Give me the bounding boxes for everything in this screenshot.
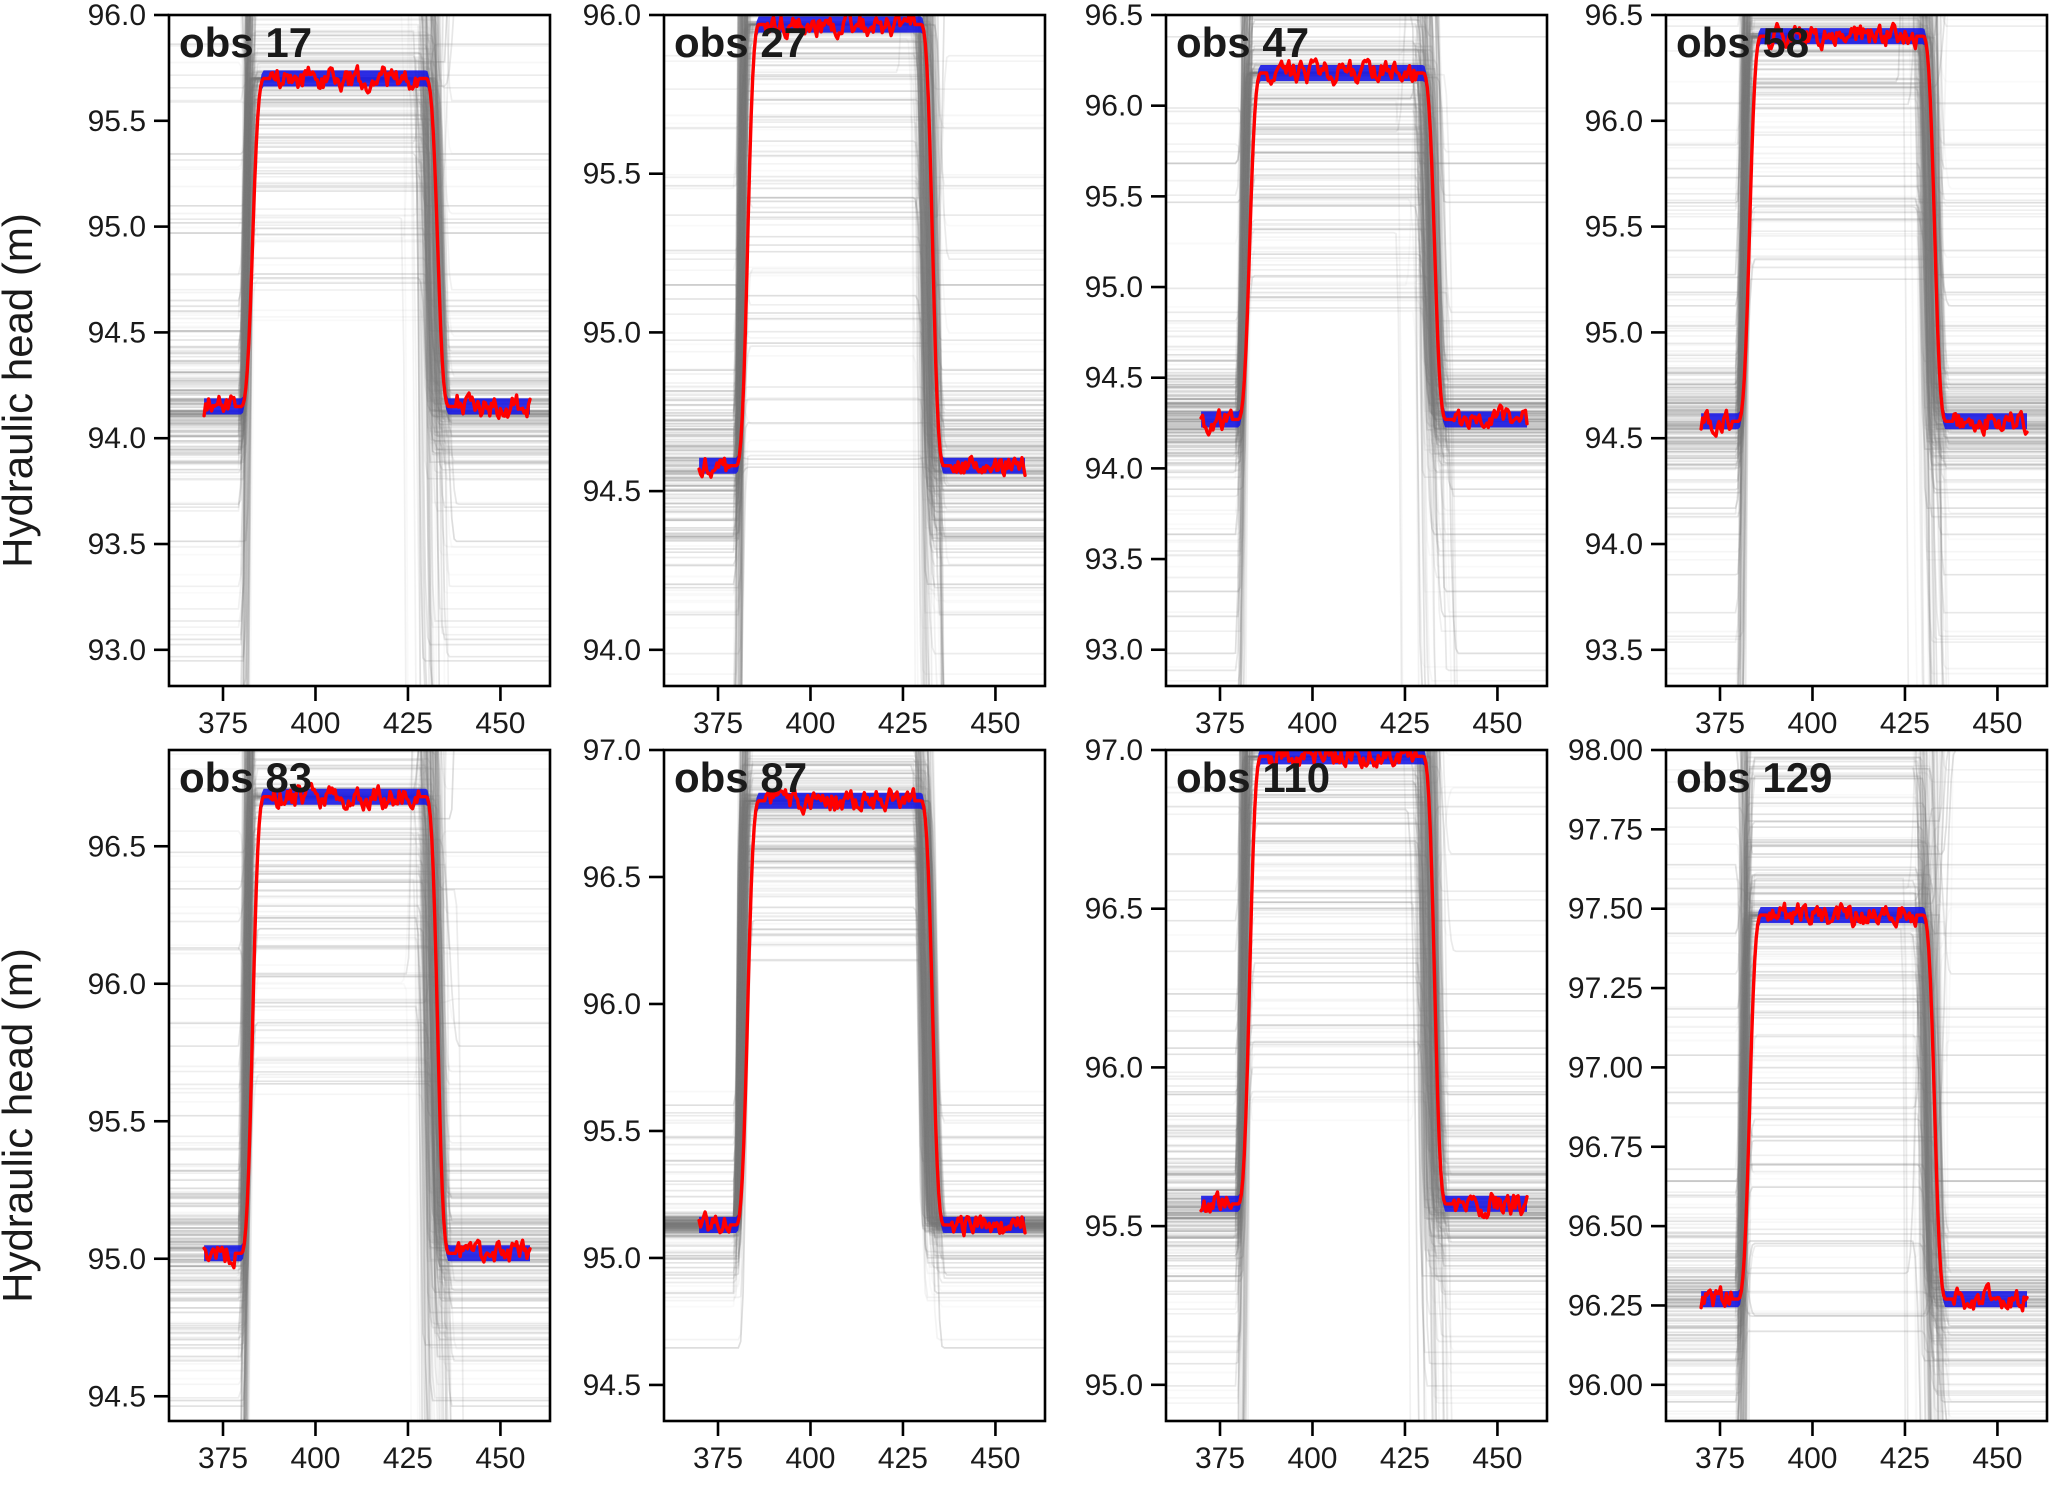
svg-text:97.0: 97.0 (583, 734, 641, 767)
svg-text:94.0: 94.0 (1585, 528, 1643, 561)
svg-text:450: 450 (1972, 1442, 2022, 1475)
svg-text:375: 375 (693, 707, 743, 740)
svg-text:450: 450 (970, 707, 1020, 740)
svg-text:95.0: 95.0 (583, 316, 641, 349)
svg-text:95.0: 95.0 (88, 1243, 146, 1276)
svg-text:96.0: 96.0 (1585, 105, 1643, 138)
svg-text:425: 425 (1380, 707, 1430, 740)
svg-text:450: 450 (475, 1442, 525, 1475)
svg-text:95.0: 95.0 (583, 1242, 641, 1275)
svg-text:98.00: 98.00 (1568, 734, 1643, 767)
svg-text:400: 400 (290, 1442, 340, 1475)
svg-text:obs 17: obs 17 (179, 19, 312, 66)
svg-text:95.5: 95.5 (88, 105, 146, 138)
svg-text:96.5: 96.5 (1085, 893, 1143, 926)
svg-text:425: 425 (1380, 1442, 1430, 1475)
svg-text:450: 450 (1472, 1442, 1522, 1475)
svg-text:97.0: 97.0 (1085, 734, 1143, 767)
svg-text:96.0: 96.0 (1085, 1051, 1143, 1084)
svg-text:375: 375 (198, 1442, 248, 1475)
svg-text:96.5: 96.5 (1585, 0, 1643, 32)
svg-text:94.0: 94.0 (583, 634, 641, 667)
svg-text:95.5: 95.5 (88, 1105, 146, 1138)
svg-text:375: 375 (1695, 707, 1745, 740)
svg-text:94.5: 94.5 (1585, 422, 1643, 455)
svg-text:95.5: 95.5 (1085, 180, 1143, 213)
svg-text:94.5: 94.5 (583, 1369, 641, 1402)
svg-text:94.0: 94.0 (88, 422, 146, 455)
svg-text:93.0: 93.0 (88, 634, 146, 667)
svg-text:400: 400 (1287, 1442, 1337, 1475)
svg-text:97.50: 97.50 (1568, 893, 1643, 926)
svg-text:obs 83: obs 83 (179, 754, 312, 801)
svg-text:425: 425 (383, 1442, 433, 1475)
svg-text:400: 400 (290, 707, 340, 740)
svg-text:425: 425 (383, 707, 433, 740)
svg-text:375: 375 (1195, 1442, 1245, 1475)
svg-text:96.0: 96.0 (583, 988, 641, 1021)
svg-text:450: 450 (1472, 707, 1522, 740)
svg-text:96.00: 96.00 (1568, 1369, 1643, 1402)
svg-text:95.0: 95.0 (1085, 1369, 1143, 1402)
svg-text:95.0: 95.0 (1085, 271, 1143, 304)
svg-text:93.5: 93.5 (88, 528, 146, 561)
svg-text:96.5: 96.5 (1085, 0, 1143, 32)
svg-text:96.5: 96.5 (583, 861, 641, 894)
svg-text:96.0: 96.0 (583, 0, 641, 32)
svg-text:450: 450 (970, 1442, 1020, 1475)
svg-text:425: 425 (878, 707, 928, 740)
svg-text:450: 450 (475, 707, 525, 740)
svg-text:obs 129: obs 129 (1676, 754, 1832, 801)
svg-text:97.25: 97.25 (1568, 972, 1643, 1005)
svg-text:375: 375 (1195, 707, 1245, 740)
svg-text:375: 375 (1695, 1442, 1745, 1475)
svg-text:425: 425 (1880, 707, 1930, 740)
svg-text:400: 400 (785, 707, 835, 740)
svg-text:Hydraulic head (m): Hydraulic head (m) (0, 948, 41, 1303)
svg-text:425: 425 (878, 1442, 928, 1475)
svg-text:97.00: 97.00 (1568, 1051, 1643, 1084)
svg-text:obs 27: obs 27 (674, 19, 807, 66)
svg-text:400: 400 (1287, 707, 1337, 740)
svg-text:Hydraulic head (m): Hydraulic head (m) (0, 213, 41, 568)
svg-text:96.0: 96.0 (1085, 90, 1143, 123)
svg-text:95.5: 95.5 (583, 1115, 641, 1148)
svg-text:97.75: 97.75 (1568, 813, 1643, 846)
svg-text:95.5: 95.5 (1085, 1210, 1143, 1243)
svg-text:375: 375 (693, 1442, 743, 1475)
svg-text:95.5: 95.5 (583, 158, 641, 191)
svg-text:400: 400 (1787, 1442, 1837, 1475)
svg-text:96.25: 96.25 (1568, 1289, 1643, 1322)
svg-text:450: 450 (1972, 707, 2022, 740)
svg-text:95.0: 95.0 (88, 211, 146, 244)
svg-text:425: 425 (1880, 1442, 1930, 1475)
svg-text:400: 400 (1787, 707, 1837, 740)
svg-text:94.5: 94.5 (88, 1380, 146, 1413)
svg-text:94.5: 94.5 (583, 475, 641, 508)
svg-text:96.75: 96.75 (1568, 1131, 1643, 1164)
svg-text:94.5: 94.5 (88, 316, 146, 349)
svg-text:96.50: 96.50 (1568, 1210, 1643, 1243)
svg-text:95.0: 95.0 (1585, 316, 1643, 349)
svg-text:96.0: 96.0 (88, 968, 146, 1001)
svg-text:93.5: 93.5 (1585, 634, 1643, 667)
svg-text:obs 87: obs 87 (674, 754, 807, 801)
svg-text:93.0: 93.0 (1085, 634, 1143, 667)
svg-text:95.5: 95.5 (1585, 211, 1643, 244)
svg-text:93.5: 93.5 (1085, 543, 1143, 576)
svg-text:96.0: 96.0 (88, 0, 146, 32)
svg-text:obs 110: obs 110 (1176, 754, 1330, 801)
svg-text:obs 47: obs 47 (1176, 19, 1309, 66)
svg-text:400: 400 (785, 1442, 835, 1475)
svg-text:94.0: 94.0 (1085, 452, 1143, 485)
svg-text:94.5: 94.5 (1085, 362, 1143, 395)
svg-text:375: 375 (198, 707, 248, 740)
svg-text:96.5: 96.5 (88, 830, 146, 863)
svg-text:obs 58: obs 58 (1676, 19, 1809, 66)
